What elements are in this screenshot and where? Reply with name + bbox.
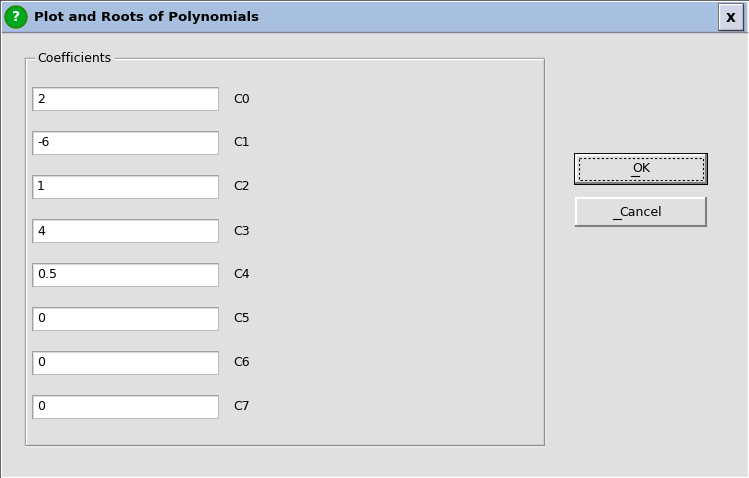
Bar: [2, 2, 747, 32]
Text: 1: 1: [37, 181, 45, 194]
Bar: [32, 395, 219, 419]
Text: C6: C6: [233, 357, 249, 369]
Bar: [35, 51, 115, 65]
Bar: [33, 132, 218, 154]
Bar: [574, 153, 708, 185]
Bar: [33, 396, 218, 418]
Text: C4: C4: [233, 269, 249, 282]
Bar: [33, 308, 218, 330]
Text: Plot and Roots of Polynomials: Plot and Roots of Polynomials: [34, 11, 259, 23]
Bar: [32, 263, 219, 287]
Bar: [33, 396, 218, 418]
Text: C7: C7: [233, 401, 249, 413]
Text: 4: 4: [37, 225, 45, 238]
Text: C3: C3: [233, 225, 249, 238]
Text: 2: 2: [37, 93, 45, 106]
Text: ?: ?: [12, 10, 20, 24]
Bar: [575, 197, 707, 227]
Text: C0: C0: [233, 93, 249, 106]
Text: Cancel: Cancel: [619, 206, 662, 218]
Bar: [33, 220, 218, 242]
Bar: [579, 158, 703, 180]
Text: OK: OK: [632, 163, 650, 175]
Text: 0: 0: [37, 357, 45, 369]
Bar: [718, 3, 744, 31]
Bar: [576, 155, 706, 183]
Bar: [33, 220, 218, 242]
Circle shape: [7, 8, 25, 26]
Bar: [32, 131, 219, 155]
Bar: [32, 219, 219, 243]
Text: 0: 0: [37, 401, 45, 413]
Bar: [33, 352, 218, 374]
Bar: [33, 264, 218, 286]
Bar: [33, 352, 218, 374]
Text: 0.5: 0.5: [37, 269, 57, 282]
Bar: [33, 308, 218, 330]
Bar: [32, 351, 219, 375]
Bar: [32, 87, 219, 111]
Bar: [33, 176, 218, 198]
Text: x: x: [726, 10, 736, 24]
Bar: [32, 175, 219, 199]
Text: C2: C2: [233, 181, 249, 194]
Circle shape: [5, 6, 27, 28]
Bar: [33, 88, 218, 110]
Text: C5: C5: [233, 313, 249, 326]
Bar: [33, 264, 218, 286]
Text: -6: -6: [37, 137, 49, 150]
Text: 0: 0: [37, 313, 45, 326]
Bar: [33, 88, 218, 110]
Text: C1: C1: [233, 137, 249, 150]
Bar: [33, 176, 218, 198]
Text: Coefficients: Coefficients: [37, 52, 111, 65]
Bar: [719, 4, 743, 30]
Bar: [32, 307, 219, 331]
Bar: [33, 132, 218, 154]
Bar: [576, 198, 706, 226]
